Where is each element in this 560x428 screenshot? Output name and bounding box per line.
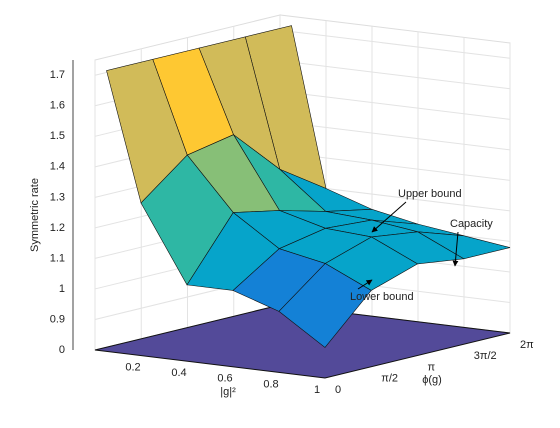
annotation-arrow [357,279,373,290]
z-tick-label: 1 [59,283,65,295]
y-tick-label: 3π/2 [474,350,497,362]
z-tick-label: 0 [59,344,65,356]
annotation-arrow [371,201,407,233]
x-tick-label: 0.6 [217,373,232,385]
z-tick-label: 1.6 [50,100,65,112]
x-axis-label: |g|² [220,386,236,398]
z-tick-label: 0.9 [50,313,65,325]
annotation: Capacity [450,218,493,230]
z-tick-label: 1.3 [50,191,65,203]
y-tick-label: π [428,361,436,373]
x-tick-label: 1 [314,384,320,396]
x-tick-label: 0.2 [125,362,140,374]
y-tick-label: 0 [335,384,341,396]
y-axis-label: ϕ(g) [422,374,442,386]
annotation-arrow [452,231,459,267]
z-tick-label: 1.1 [50,252,65,264]
z-axis-label: Symmetric rate [29,178,41,252]
y-tick-label: 2π [520,339,534,351]
annotation: Lower bound [350,291,414,303]
annotation: Upper bound [398,188,462,200]
y-tick-label: π/2 [381,373,398,385]
x-tick-label: 0.8 [263,378,278,390]
surface-cell [278,263,372,348]
floor [94,304,511,379]
x-tick-label: 0.4 [171,367,186,379]
z-tick-label: 1.4 [50,161,65,173]
z-tick-label: 1.2 [50,222,65,234]
z-tick-label: 1.5 [50,130,65,142]
z-tick-label: 1.7 [50,69,65,81]
